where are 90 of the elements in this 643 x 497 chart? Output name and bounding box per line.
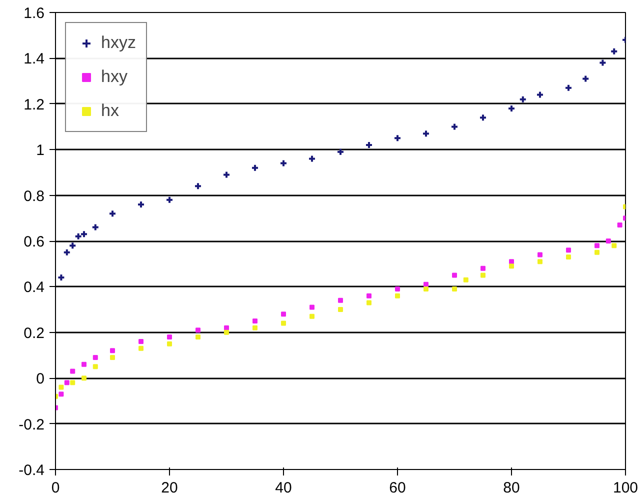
x-tick-label: 60 (389, 480, 406, 496)
point (70, 368, 76, 374)
point (196, 328, 200, 333)
point (538, 259, 542, 264)
point (617, 222, 622, 228)
point (480, 266, 486, 271)
y-tick-label: 0.2 (24, 324, 45, 342)
point (167, 334, 172, 340)
point (564, 84, 572, 92)
point (92, 355, 98, 360)
point (310, 314, 314, 319)
point (110, 355, 115, 360)
point (479, 114, 487, 122)
point (64, 380, 70, 386)
point (70, 380, 76, 386)
point (138, 339, 144, 344)
point (422, 130, 430, 138)
y-tick-label: -0.4 (18, 462, 45, 479)
point (566, 248, 571, 253)
y-tick-label: 1.2 (24, 96, 45, 114)
y-tick-label: 0.6 (24, 234, 45, 250)
legend-label: hx (101, 101, 120, 121)
point (224, 330, 229, 335)
point (480, 272, 486, 278)
x-tick-label: 20 (161, 480, 178, 496)
point (594, 250, 600, 255)
point (452, 272, 457, 278)
legend-label: hxy (101, 67, 128, 87)
point (606, 238, 611, 244)
point (338, 307, 343, 312)
point (450, 122, 458, 131)
point (518, 95, 527, 104)
point (252, 325, 258, 330)
point (280, 159, 288, 168)
x-tick-label: 0 (51, 480, 60, 496)
point (395, 293, 400, 298)
point (536, 90, 544, 99)
point (252, 318, 258, 324)
point (281, 312, 286, 317)
point (509, 259, 514, 264)
point (82, 362, 86, 367)
point (62, 248, 71, 256)
point (610, 47, 618, 56)
y-tick-label: 1 (36, 142, 44, 160)
point (582, 74, 590, 83)
y-tick-label: -0.2 (18, 416, 45, 434)
point (196, 334, 200, 340)
point (222, 170, 230, 179)
y-tick-label: 1.4 (24, 50, 45, 68)
y-tick-label: 0 (36, 370, 44, 388)
point (452, 286, 457, 292)
point (138, 346, 144, 351)
point (167, 341, 172, 346)
legend-label: hxyz (101, 33, 136, 53)
point (110, 348, 115, 354)
point (224, 325, 229, 330)
point (58, 392, 64, 397)
point (366, 300, 372, 306)
point (310, 304, 314, 310)
point (308, 154, 316, 163)
point (598, 58, 607, 67)
point (68, 242, 77, 250)
point (424, 286, 428, 292)
point (566, 254, 571, 260)
point (108, 210, 116, 218)
point (166, 196, 174, 204)
x-tick-label: 40 (275, 480, 292, 496)
point (538, 252, 542, 258)
point (338, 298, 343, 303)
point (366, 293, 372, 298)
point (91, 223, 100, 232)
point (395, 286, 400, 292)
point (394, 134, 402, 142)
point (509, 264, 514, 269)
point (612, 243, 617, 248)
x-tick-label: 100 (612, 480, 638, 496)
point (194, 182, 202, 190)
x-tick-label: 80 (503, 480, 520, 496)
point (594, 243, 600, 248)
point (92, 364, 98, 370)
y-tick-label: 0.4 (24, 279, 45, 296)
point (251, 164, 259, 172)
point (463, 277, 468, 282)
y-tick-label: 0.8 (24, 188, 45, 205)
point (281, 320, 286, 326)
point (424, 282, 428, 287)
y-tick-label: 1.6 (24, 5, 45, 22)
point (58, 384, 64, 390)
point (336, 148, 344, 156)
point (82, 376, 86, 381)
